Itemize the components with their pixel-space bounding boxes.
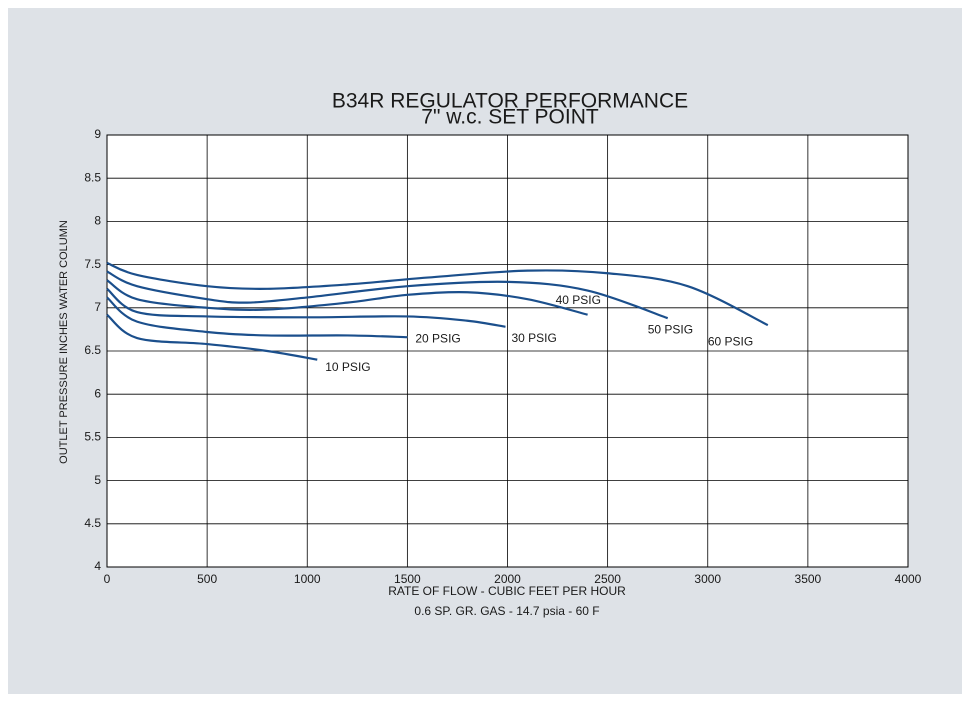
series-label: 60 PSIG bbox=[708, 334, 753, 348]
x-tick-label: 1000 bbox=[294, 572, 321, 586]
y-tick-label: 6 bbox=[94, 386, 101, 400]
series-line bbox=[106, 270, 669, 320]
y-tick-label: 8.5 bbox=[84, 170, 101, 184]
series-line bbox=[106, 296, 408, 339]
series-line bbox=[106, 261, 769, 327]
y-tick-label: 5 bbox=[94, 473, 101, 487]
series-label: 40 PSIG bbox=[556, 293, 601, 307]
x-tick-label: 1500 bbox=[394, 572, 421, 586]
x-tick-label: 3500 bbox=[795, 572, 822, 586]
series-line bbox=[106, 287, 506, 328]
x-tick-label: 3000 bbox=[694, 572, 721, 586]
x-tick-label: 4000 bbox=[895, 572, 922, 586]
series-line bbox=[106, 313, 318, 361]
y-tick-label: 5.5 bbox=[84, 430, 101, 444]
chart-subtitle: 7" w.c. SET POINT bbox=[421, 106, 599, 129]
y-tick-label: 8 bbox=[94, 214, 101, 228]
series-label: 50 PSIG bbox=[648, 322, 693, 336]
chart-title: B34R REGULATOR PERFORMANCE bbox=[332, 90, 688, 113]
y-tick-label: 7 bbox=[94, 300, 101, 314]
y-tick-label: 9 bbox=[94, 127, 101, 141]
series-label: 10 PSIG bbox=[325, 360, 370, 374]
x-tick-label: 2500 bbox=[594, 572, 621, 586]
y-tick-label: 6.5 bbox=[84, 343, 101, 357]
plot-border bbox=[106, 134, 909, 568]
series-label: 20 PSIG bbox=[415, 331, 460, 345]
x-axis-sublabel: 0.6 SP. GR. GAS - 14.7 psia - 60 F bbox=[414, 604, 599, 618]
x-tick-label: 500 bbox=[197, 572, 217, 586]
series-label: 30 PSIG bbox=[511, 331, 556, 345]
x-tick-label: 2000 bbox=[494, 572, 521, 586]
x-axis-label: RATE OF FLOW - CUBIC FEET PER HOUR bbox=[388, 584, 626, 598]
y-tick-label: 4.5 bbox=[84, 516, 101, 530]
y-tick-label: 4 bbox=[94, 559, 101, 573]
series-line bbox=[106, 279, 588, 316]
y-tick-label: 7.5 bbox=[84, 257, 101, 271]
x-tick-label: 0 bbox=[104, 572, 111, 586]
y-axis-label: OUTLET PRESSURE INCHES WATER COLUMN bbox=[58, 220, 70, 464]
